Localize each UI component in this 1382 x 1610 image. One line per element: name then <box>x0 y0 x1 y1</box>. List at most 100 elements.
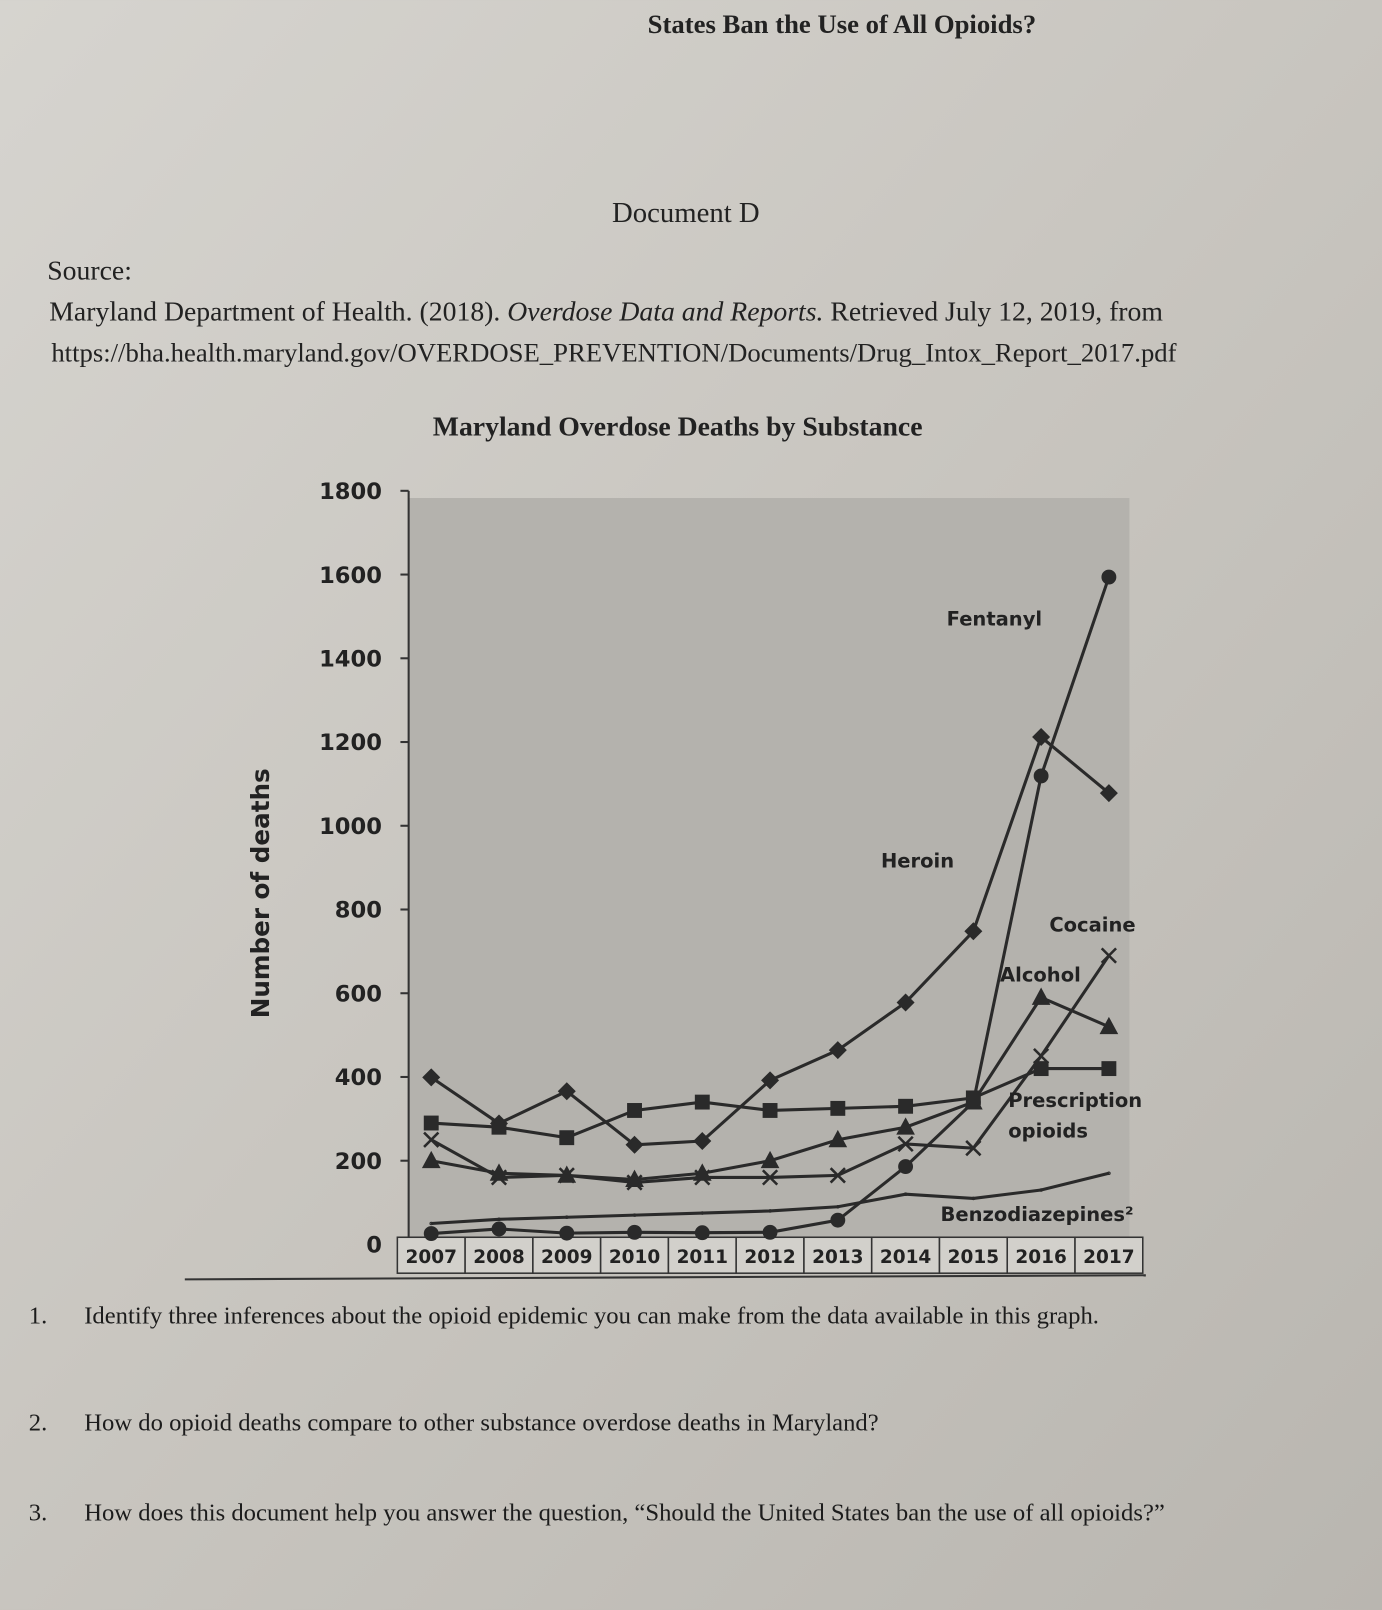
point <box>896 993 915 1012</box>
point <box>564 1215 569 1220</box>
question-text: How does this document help you answer t… <box>84 1500 1165 1527</box>
series-label-box: Benzodiazepines² <box>940 1203 1134 1226</box>
y-tick-label: 400 <box>335 1065 382 1091</box>
point <box>1107 1171 1111 1176</box>
series-label-box: Heroin <box>880 850 955 873</box>
point <box>836 1204 840 1209</box>
point <box>627 1103 642 1118</box>
series-label-box: Cocaine <box>1049 913 1136 937</box>
question-number: 1. <box>28 1302 48 1330</box>
category-cell <box>1006 1236 1076 1274</box>
question-text: How do opioid deaths compare to other su… <box>84 1409 879 1437</box>
point <box>1032 727 1051 747</box>
point <box>965 1090 981 1106</box>
x-tick-label: 2011 <box>677 1247 728 1268</box>
point <box>896 1117 915 1135</box>
y-tick-label: 1200 <box>319 730 382 756</box>
point <box>897 1135 914 1153</box>
citation-author: Maryland Department of Health. (2018). <box>49 295 500 326</box>
series-label: Benzodiazepines² <box>940 1203 1134 1226</box>
question-number: 3. <box>28 1500 48 1527</box>
question: 3. How does this document help you answer… <box>29 1499 1354 1528</box>
y-tick-label: 1600 <box>319 563 382 589</box>
citation-url: https://bha.health.maryland.gov/OVERDOSE… <box>51 337 1176 367</box>
point <box>903 1192 908 1197</box>
chart-title: Maryland Overdose Deaths by Substance <box>433 410 923 441</box>
y-tick-label: 1400 <box>319 647 382 673</box>
question-number: 2. <box>28 1409 48 1437</box>
point <box>627 1224 642 1240</box>
point <box>971 1196 976 1201</box>
question: 1. Identify three inferences about the op… <box>29 1302 1354 1331</box>
point <box>694 1094 710 1110</box>
series-label: Cocaine <box>1049 913 1136 937</box>
y-tick-label: 600 <box>335 981 382 1007</box>
y-axis-label: Number of deaths <box>246 768 275 1018</box>
y-tick-label: 800 <box>335 898 382 924</box>
category-cell <box>803 1236 873 1274</box>
point <box>421 1150 441 1169</box>
point <box>557 1165 577 1183</box>
point <box>625 1169 644 1187</box>
y-tick-label: 200 <box>335 1149 382 1175</box>
question-text: Identify three inferences about the opio… <box>84 1302 1099 1330</box>
point <box>828 1041 847 1060</box>
point <box>1033 1061 1049 1077</box>
category-cell <box>532 1236 602 1274</box>
page-title: States Ban the Use of All Opioids? <box>648 9 1037 39</box>
series-label: Heroin <box>880 850 955 873</box>
point <box>491 1119 507 1135</box>
point <box>965 1140 982 1157</box>
point <box>422 1068 441 1087</box>
point <box>692 1163 712 1181</box>
point <box>898 1159 914 1175</box>
point <box>497 1217 501 1222</box>
point <box>693 1132 712 1151</box>
point <box>491 1221 507 1237</box>
y-tick-label: 1800 <box>319 479 382 505</box>
rule <box>184 1274 1146 1281</box>
point <box>1033 768 1049 784</box>
questions: 1. Identify three inferences about the op… <box>29 1302 1354 1528</box>
category-cell <box>1074 1236 1144 1274</box>
point <box>762 1224 778 1240</box>
citation-retrieved: Retrieved July 12, 2019, from <box>830 295 1163 326</box>
category-cell <box>870 1236 941 1274</box>
category-cell <box>735 1236 805 1274</box>
series-label: Fentanyl <box>946 607 1043 631</box>
point <box>828 1129 848 1148</box>
point <box>964 922 983 941</box>
point <box>423 1131 440 1148</box>
point <box>632 1213 637 1217</box>
x-tick-label: 2017 <box>1083 1247 1134 1268</box>
point <box>768 1209 772 1213</box>
point <box>761 1169 779 1186</box>
point <box>1033 1047 1050 1065</box>
point <box>830 1100 846 1116</box>
y-tick-label: 1000 <box>319 814 382 840</box>
series-label-box: Fentanyl <box>946 607 1043 631</box>
series-label-box: Prescription opioids <box>1008 1089 1143 1143</box>
series-label: Prescription opioids <box>1008 1089 1143 1143</box>
point <box>829 1167 846 1184</box>
point <box>830 1212 846 1228</box>
point <box>1031 987 1051 1005</box>
x-tick-label: 2012 <box>744 1247 795 1268</box>
point <box>557 1082 576 1101</box>
point <box>559 1130 575 1146</box>
point <box>1100 947 1117 964</box>
point <box>1099 1016 1119 1035</box>
x-tick-label: 2013 <box>812 1247 863 1268</box>
chart: 0 200 400 600 800 1000 1200 1400 1600 1800 2007 200… <box>319 479 1144 1274</box>
series-label: Alcohol <box>1000 964 1081 987</box>
source-label: Source: <box>47 254 132 285</box>
point <box>760 1150 780 1169</box>
point <box>700 1211 705 1215</box>
point <box>625 1135 644 1154</box>
citation: Maryland Department of Health. (2018). O… <box>49 295 1163 326</box>
x-tick-label: 2015 <box>948 1247 999 1268</box>
question: 2. How do opioid deaths compare to other … <box>29 1409 1354 1438</box>
point <box>429 1221 434 1226</box>
